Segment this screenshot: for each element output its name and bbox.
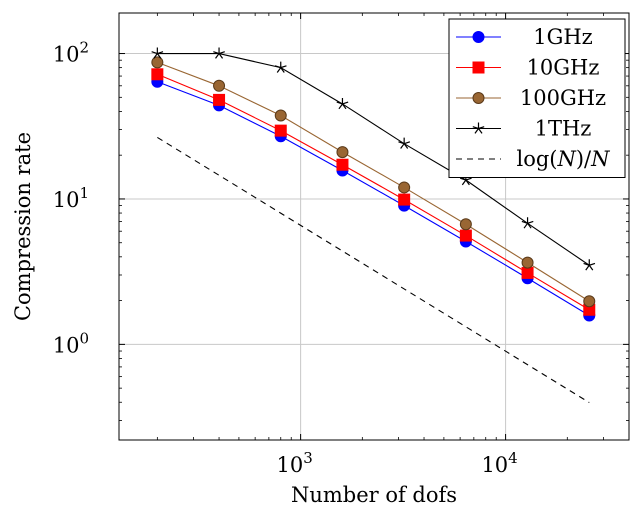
legend-marker	[472, 122, 485, 134]
data-point	[336, 97, 349, 110]
y-tick-base: 10	[53, 333, 80, 357]
data-point	[151, 56, 164, 69]
data-point	[213, 79, 226, 92]
data-point	[583, 259, 596, 271]
legend-label: 1THz	[535, 117, 592, 141]
legend-label-part: N	[556, 147, 576, 171]
data-point	[521, 256, 534, 269]
legend-marker	[472, 61, 485, 74]
y-tick-exponent: 0	[79, 329, 89, 347]
legend-label: 10GHz	[527, 56, 600, 80]
x-tick-base: 10	[276, 453, 303, 477]
data-point	[521, 266, 534, 279]
data-point	[151, 68, 164, 81]
x-tick-base: 10	[481, 453, 508, 477]
series-line	[157, 136, 590, 404]
y-tick-label: 101	[53, 184, 89, 212]
legend-label: 100GHz	[520, 86, 606, 110]
data-point	[274, 61, 287, 73]
data-point	[151, 47, 164, 59]
series-line	[157, 81, 590, 316]
legend-label-part: log(	[516, 147, 557, 171]
legend-label: log(N)/N	[516, 147, 610, 171]
data-point	[274, 124, 287, 137]
y-axis-label: Compression rate	[11, 132, 35, 321]
y-tick-base: 10	[53, 43, 80, 67]
series-layer	[151, 47, 596, 404]
series-2	[151, 56, 596, 308]
legend-marker	[472, 92, 485, 104]
data-point	[274, 109, 287, 122]
legend-label-part: N	[590, 147, 610, 171]
legend-label-part: )/	[576, 147, 592, 171]
y-tick-label: 100	[53, 329, 89, 357]
x-tick-exponent: 4	[508, 449, 518, 467]
data-point	[521, 217, 534, 229]
legend-marker	[472, 31, 485, 43]
series-line	[157, 73, 590, 311]
data-point	[459, 229, 472, 242]
data-point	[213, 93, 226, 106]
data-point	[583, 295, 596, 308]
data-point	[213, 47, 225, 59]
series-line	[157, 52, 590, 266]
data-point	[336, 158, 349, 171]
data-point	[459, 218, 472, 231]
x-axis-label: Number of dofs	[291, 483, 457, 507]
legend-label: 1GHz	[533, 25, 593, 49]
y-tick-exponent: 2	[79, 39, 89, 57]
data-point	[398, 193, 411, 206]
x-tick-exponent: 3	[303, 449, 313, 467]
series-1	[151, 68, 596, 316]
data-point	[398, 181, 411, 194]
data-point	[336, 146, 349, 159]
plot-frame	[118, 12, 630, 441]
y-tick-exponent: 1	[79, 184, 89, 202]
series-4	[157, 136, 590, 404]
y-tick-label: 102	[53, 39, 89, 67]
x-tick-label: 103	[276, 449, 312, 477]
y-tick-base: 10	[53, 188, 80, 212]
x-tick-label: 104	[481, 449, 517, 477]
data-point	[398, 137, 411, 149]
series-line	[157, 61, 590, 302]
tick-marks	[119, 13, 630, 440]
